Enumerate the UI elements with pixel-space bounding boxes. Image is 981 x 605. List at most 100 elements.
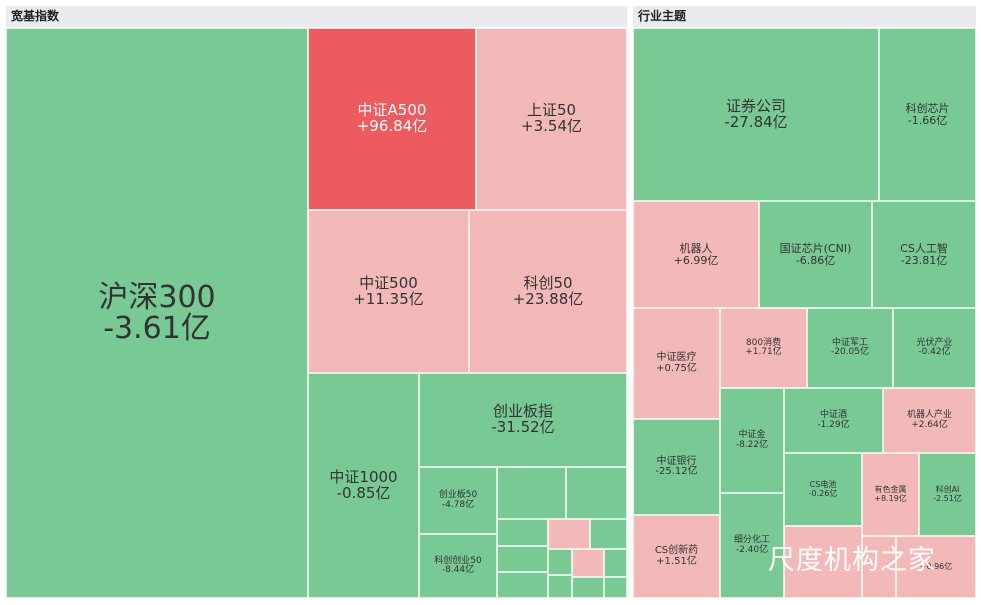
broad-index-tile[interactable]: 中证A500 +96.84亿 — [308, 28, 476, 210]
tile-name-label: 中证A500 — [357, 101, 427, 120]
tile-value-label: -8.44亿 — [441, 565, 475, 575]
tile-name-label: 机器人 — [679, 241, 713, 255]
broad-index-minor-tile — [572, 549, 604, 577]
broad-index-minor-tile — [497, 467, 566, 519]
tile-value-label: +2.64亿 — [911, 419, 948, 430]
tile-value-label: +0.75亿 — [656, 362, 697, 374]
industry-tile[interactable]: 细分化工 -2.40亿 — [720, 493, 784, 598]
broad-index-minor-tile — [497, 519, 548, 546]
broad-index-minor-tile — [548, 549, 572, 575]
tile-name-label: 上证50 — [526, 101, 577, 120]
tile-name-label: 科创AI — [935, 485, 960, 495]
tile-value-label: +0.96亿 — [919, 561, 953, 571]
tile-name-label: 科创芯片 — [905, 101, 950, 115]
tile-name-label: 光伏产业 — [916, 337, 953, 348]
broad-index-tile[interactable]: 科创创业50 -8.44亿 — [419, 534, 497, 598]
broad-index-tile[interactable]: 中证1000 -0.85亿 — [308, 373, 419, 598]
tile-name-label: CS人工智 — [900, 241, 948, 255]
broad-index-tile[interactable]: 科创50 +23.88亿 — [469, 210, 627, 373]
industry-tile[interactable]: +0.96亿 — [896, 536, 976, 598]
industry-tile[interactable]: CS创新药 +1.51亿 — [633, 515, 720, 598]
tile-value-label: +1.51亿 — [656, 555, 697, 567]
broad-index-minor-tile — [497, 546, 548, 572]
tile-name-label: 创业板50 — [438, 490, 478, 501]
watermark-text: 尺度机构之家 — [768, 545, 936, 576]
broad-index-tile[interactable]: 沪深300 -3.61亿 — [6, 28, 308, 598]
tile-value-label: +1.71亿 — [745, 347, 782, 357]
tile-value-label: -31.52亿 — [491, 418, 555, 436]
industry-minor-tile — [862, 536, 896, 598]
tile-name-label: 科创创业50 — [434, 555, 482, 566]
tile-value-label: +96.84亿 — [356, 117, 428, 135]
tile-value-label: +6.99亿 — [673, 253, 719, 267]
tile-name-label: 800消费 — [745, 337, 782, 348]
tile-value-label: -27.84亿 — [724, 112, 788, 131]
tile-value-label: +8.19亿 — [874, 493, 907, 503]
broad-index-minor-tile — [604, 549, 627, 577]
tile-name-label: 证券公司 — [725, 96, 786, 115]
broad-index-minor-tile — [548, 575, 572, 598]
tile-name-label: 细分化工 — [733, 535, 770, 546]
industry-tile[interactable]: 机器人产业 +2.64亿 — [883, 388, 976, 453]
tile-name-label: 中证银行 — [656, 455, 697, 467]
tile-value-label: -1.29亿 — [817, 419, 850, 430]
industry-tile[interactable]: 光伏产业 -0.42亿 — [893, 308, 976, 388]
tile-name-label: 科创50 — [523, 273, 573, 292]
tile-name-label: 中证1000 — [329, 467, 398, 486]
broad-index-tile[interactable]: 中证500 +11.35亿 — [308, 210, 469, 373]
industry-minor-tile — [784, 526, 862, 598]
tile-name-label: 有色金属 — [874, 485, 907, 495]
industry-tile[interactable]: 证券公司 -27.84亿 — [633, 28, 879, 201]
broad-index-tile[interactable]: 创业板指 -31.52亿 — [419, 373, 627, 467]
broad-index-tile[interactable]: 上证50 +3.54亿 — [476, 28, 627, 210]
broad-index-minor-tile — [497, 572, 548, 598]
industry-tile[interactable]: 科创AI -2.51亿 — [919, 453, 976, 536]
panel-title-broad-index: 宽基指数 — [6, 6, 627, 27]
tile-name-label: 机器人产业 — [906, 410, 952, 421]
tile-value-label: -25.12亿 — [655, 466, 698, 477]
tile-name-label: 中证金 — [738, 430, 766, 441]
industry-tile[interactable]: 中证医疗 +0.75亿 — [633, 308, 720, 419]
industry-tile[interactable]: 中证军工 -20.05亿 — [807, 308, 893, 388]
broad-index-tile[interactable]: 创业板50 -4.78亿 — [419, 467, 497, 534]
broad-index-minor-tile — [548, 519, 590, 549]
tile-name-label: CS创新药 — [654, 545, 699, 556]
industry-tile[interactable]: CS电池 -0.26亿 — [784, 453, 862, 526]
tile-value-label: -0.26亿 — [808, 488, 838, 498]
tile-value-label: -0.85亿 — [336, 483, 391, 502]
tile-value-label: -2.51亿 — [933, 493, 962, 503]
tile-name-label: 中证医疗 — [656, 352, 697, 363]
tile-name-label: CS电池 — [809, 480, 837, 490]
tile-value-label: +11.35亿 — [353, 289, 424, 308]
tile-name-label: 国证芯片(CNI) — [779, 241, 852, 255]
broad-index-minor-tile — [566, 467, 627, 519]
broad-index-minor-tile — [590, 519, 627, 549]
tile-name-label: 沪深300 — [98, 279, 216, 315]
tile-value-label: -0.42亿 — [918, 347, 951, 357]
tile-name-label: 创业板指 — [492, 402, 553, 421]
industry-tile[interactable]: 机器人 +6.99亿 — [633, 201, 759, 308]
tile-value-label: -6.86亿 — [795, 253, 836, 267]
broad-index-minor-tile — [572, 577, 604, 598]
tile-value-label: -23.81亿 — [900, 253, 948, 267]
tile-value-label: +23.88亿 — [512, 289, 584, 308]
tile-value-label: -4.78亿 — [441, 499, 475, 510]
panel-title-industry-theme: 行业主题 — [633, 6, 976, 27]
tile-value-label: -2.40亿 — [735, 544, 769, 555]
industry-tile[interactable]: 国证芯片(CNI) -6.86亿 — [759, 201, 872, 308]
tile-value-label: -3.61亿 — [103, 311, 211, 346]
tile-name-label: 中证500 — [359, 273, 418, 292]
tile-name-label: 中证军工 — [831, 337, 868, 348]
industry-tile[interactable]: 中证金 -8.22亿 — [720, 388, 784, 493]
tile-name-label: 中证酒 — [819, 410, 847, 421]
industry-tile[interactable]: 800消费 +1.71亿 — [720, 308, 807, 388]
industry-tile[interactable]: 科创芯片 -1.66亿 — [879, 28, 976, 201]
tile-value-label: +3.54亿 — [521, 117, 582, 135]
tile-value-label: -20.05亿 — [830, 347, 869, 357]
industry-tile[interactable]: 中证银行 -25.12亿 — [633, 419, 720, 515]
industry-tile[interactable]: CS人工智 -23.81亿 — [872, 201, 976, 308]
tile-value-label: -8.22亿 — [735, 439, 769, 450]
industry-tile[interactable]: 有色金属 +8.19亿 — [862, 453, 919, 536]
industry-tile[interactable]: 中证酒 -1.29亿 — [784, 388, 883, 453]
tile-value-label: -1.66亿 — [907, 113, 948, 127]
